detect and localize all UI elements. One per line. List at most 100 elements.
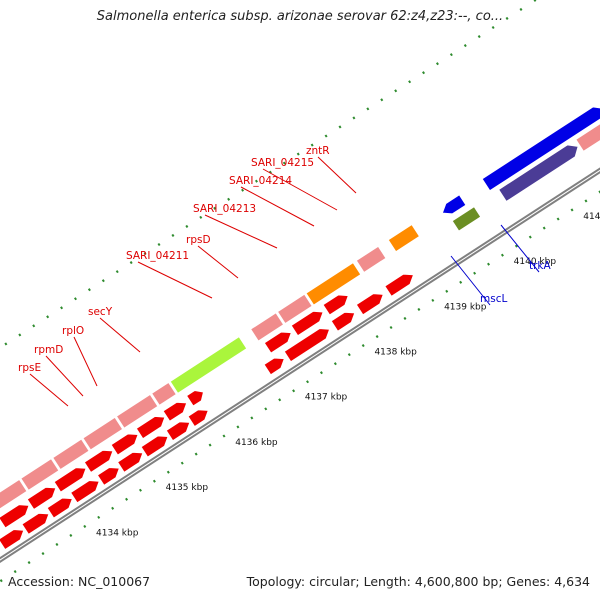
- inner-tick-dot: [570, 208, 574, 212]
- outer-tick-dot: [18, 333, 22, 337]
- gene-label-secy: secY: [88, 306, 113, 318]
- outer-tick-dot: [213, 206, 217, 210]
- rpsd-block: [305, 262, 362, 306]
- gene-label-sari_04213: SARI_04213: [193, 203, 256, 215]
- cds-arrow: [140, 435, 169, 458]
- outer-tick-dot: [185, 224, 189, 228]
- cds-arrow: [481, 106, 600, 192]
- rna-block: [277, 293, 313, 325]
- tick-label: 4135 kbp: [166, 483, 209, 493]
- gene-label-mscl: mscL: [480, 293, 507, 305]
- inner-tick-dot: [556, 217, 560, 221]
- summary-label: Topology: circular; Length: 4,600,800 bp…: [246, 574, 590, 589]
- outer-tick-dot: [199, 215, 203, 219]
- inner-tick-dot: [222, 434, 226, 438]
- gene-label-leader: [500, 224, 540, 273]
- outer-tick-dot: [296, 152, 300, 156]
- tick-label: 4138 kbp: [374, 348, 417, 358]
- cds-arrow: [117, 451, 144, 473]
- cds-arrow: [263, 357, 285, 376]
- map-title: Salmonella enterica subsp. arizonae sero…: [96, 9, 504, 24]
- rna-block: [151, 382, 177, 406]
- outer-tick-dot: [449, 53, 453, 57]
- inner-tick-dot: [264, 407, 268, 411]
- outer-tick-dot: [477, 34, 481, 39]
- outer-tick-dot: [32, 324, 36, 328]
- zntr-block: [387, 224, 420, 253]
- outer-tick-dot: [338, 125, 342, 129]
- outer-tick-dot: [60, 306, 64, 310]
- cds-arrow: [46, 497, 73, 519]
- cds-arrow: [330, 311, 356, 332]
- rna-block: [250, 312, 285, 342]
- gene-label-leader: [262, 168, 338, 211]
- outer-tick-dot: [73, 297, 77, 301]
- cds-arrow: [110, 433, 139, 456]
- outer-tick-dot: [101, 279, 105, 283]
- gene-label-leader: [99, 317, 141, 353]
- inner-tick-dot: [292, 389, 296, 393]
- outer-tick-dot: [366, 107, 370, 111]
- gene-label-leader: [450, 255, 491, 306]
- cds-arrow: [26, 486, 57, 510]
- inner-tick-dot: [306, 380, 310, 384]
- gene-label-trka: trkA: [529, 260, 552, 272]
- outer-tick-dot: [463, 44, 467, 48]
- cds-arrow: [0, 529, 25, 551]
- inner-tick-dot: [319, 371, 323, 375]
- inner-tick-dot: [55, 542, 59, 547]
- inner-tick-dot: [347, 353, 351, 357]
- gene-label-leader: [29, 373, 69, 407]
- inner-tick-dot: [445, 289, 449, 293]
- inner-tick-dot: [41, 551, 45, 556]
- inner-tick-dot: [584, 199, 588, 203]
- inner-tick-dot: [417, 307, 421, 311]
- outer-tick-dot: [227, 197, 231, 201]
- backbone-core: [0, 169, 600, 561]
- inner-tick-dot: [389, 325, 393, 330]
- gene-label-rpmd: rpmD: [34, 344, 63, 356]
- cds-arrow: [441, 194, 467, 215]
- inner-tick-dot: [375, 334, 379, 339]
- inner-tick-dot: [69, 533, 73, 537]
- rna-block: [0, 478, 28, 510]
- gene-label-leader: [197, 245, 239, 279]
- outer-tick-dot: [380, 98, 384, 102]
- rna-block: [52, 438, 90, 471]
- outer-tick-dot: [157, 242, 161, 247]
- inner-tick-dot: [166, 470, 170, 474]
- outer-tick-dot: [87, 288, 91, 292]
- cds-arrow: [322, 294, 349, 316]
- cds-arrow: [83, 449, 114, 473]
- gene-label-leader: [204, 214, 278, 249]
- inner-tick-dot: [333, 362, 337, 366]
- inner-tick-dot: [236, 425, 240, 429]
- outer-tick-dot: [129, 261, 133, 265]
- cds-arrow: [53, 467, 87, 493]
- outer-tick-dot: [171, 233, 175, 238]
- tick-label: 4141 kbp: [583, 212, 600, 222]
- inner-tick-dot: [528, 235, 532, 239]
- gene-label-rpse: rpsE: [18, 362, 41, 374]
- tick-label: 4134 kbp: [96, 528, 139, 538]
- outer-tick-dot: [352, 116, 356, 120]
- tick-label: 4136 kbp: [235, 438, 278, 448]
- gene-label-leader: [317, 156, 357, 194]
- outer-tick-dot: [143, 251, 147, 256]
- gene-label-leader: [137, 261, 213, 299]
- inner-tick-dot: [473, 271, 477, 275]
- inner-tick-dot: [97, 515, 101, 519]
- outer-tick-dot: [422, 71, 426, 75]
- inner-tick-dot: [250, 416, 254, 420]
- inner-tick-dot: [500, 253, 504, 257]
- inner-tick-dot: [361, 344, 365, 348]
- cds-arrow: [263, 331, 292, 354]
- trka-block: [498, 144, 579, 202]
- inner-tick-dot: [459, 280, 463, 284]
- cds-arrow: [187, 409, 209, 427]
- gene-label-rplo: rplO: [62, 325, 84, 337]
- cds-arrow: [21, 512, 50, 535]
- outer-tick-dot: [394, 89, 398, 93]
- outer-tick-dot: [310, 143, 314, 147]
- cds-arrow: [96, 467, 120, 486]
